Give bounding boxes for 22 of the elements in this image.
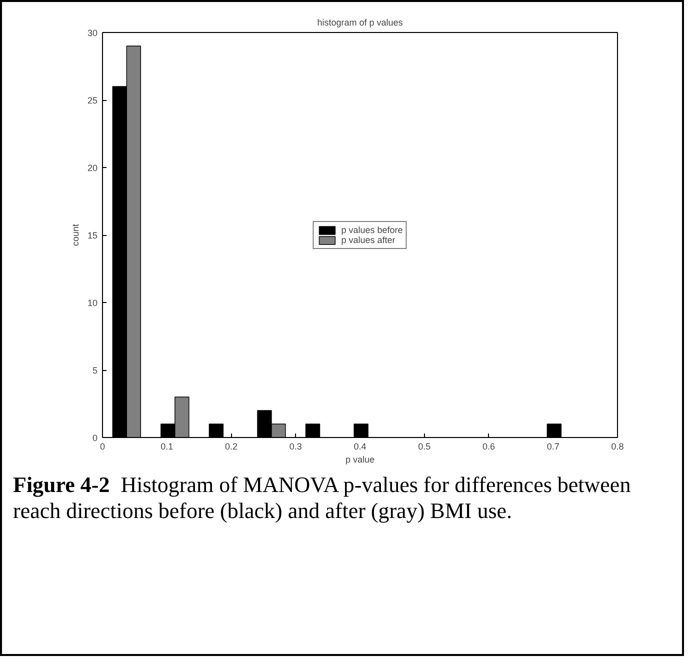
y-tick-label: 0 — [92, 433, 98, 443]
x-tick-label: 0.2 — [224, 442, 238, 452]
y-tick-label: 25 — [87, 96, 98, 106]
y-tick-label: 10 — [87, 298, 98, 308]
x-tick-label: 0.4 — [354, 442, 366, 452]
x-tick-label: 0.1 — [160, 442, 174, 452]
x-tick-label: 0 — [100, 442, 106, 452]
x-tick-label: 0.6 — [482, 442, 496, 452]
y-tick-label: 30 — [87, 28, 98, 38]
x-tick-label: 0.8 — [611, 442, 624, 452]
x-tick-label: 0.3 — [289, 442, 302, 452]
x-axis-title: p value — [345, 454, 375, 464]
chart-title: histogram of p values — [317, 18, 404, 28]
x-tick-label: 0.7 — [546, 442, 560, 452]
caption: Figure 4-2 — [13, 472, 110, 497]
y-tick-label: 15 — [87, 230, 98, 240]
y-axis-title: count — [70, 223, 80, 246]
y-tick-label: 5 — [92, 366, 98, 376]
x-tick-label: 0.5 — [418, 442, 431, 452]
legend-label: p values before — [341, 224, 403, 234]
y-tick-label: 20 — [87, 163, 98, 173]
legend-label: p values after — [341, 234, 396, 244]
